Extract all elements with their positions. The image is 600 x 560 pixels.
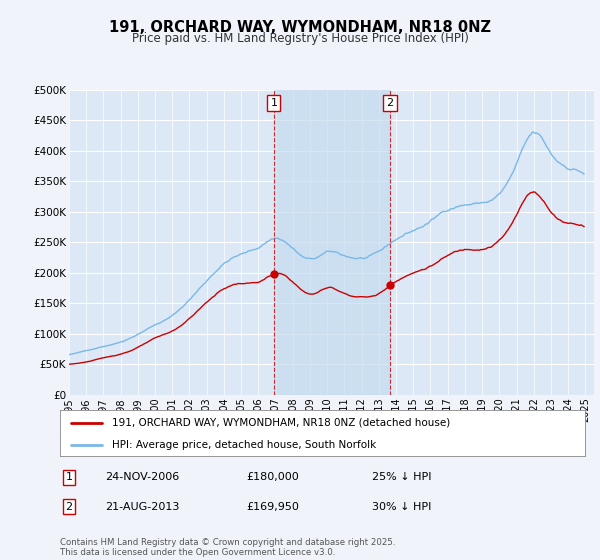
Text: £169,950: £169,950 [246,502,299,512]
Text: 25% ↓ HPI: 25% ↓ HPI [372,472,431,482]
Text: 21-AUG-2013: 21-AUG-2013 [105,502,179,512]
Text: Price paid vs. HM Land Registry's House Price Index (HPI): Price paid vs. HM Land Registry's House … [131,32,469,45]
Text: Contains HM Land Registry data © Crown copyright and database right 2025.
This d: Contains HM Land Registry data © Crown c… [60,538,395,557]
Text: 30% ↓ HPI: 30% ↓ HPI [372,502,431,512]
Bar [274,90,390,395]
Text: 191, ORCHARD WAY, WYMONDHAM, NR18 0NZ (detached house): 191, ORCHARD WAY, WYMONDHAM, NR18 0NZ (d… [113,418,451,428]
Text: 2: 2 [65,502,73,512]
Text: 2: 2 [386,99,394,108]
Text: 1: 1 [271,99,277,108]
Text: £180,000: £180,000 [246,472,299,482]
Text: 24-NOV-2006: 24-NOV-2006 [105,472,179,482]
Text: HPI: Average price, detached house, South Norfolk: HPI: Average price, detached house, Sout… [113,440,377,450]
Text: 191, ORCHARD WAY, WYMONDHAM, NR18 0NZ: 191, ORCHARD WAY, WYMONDHAM, NR18 0NZ [109,20,491,35]
Text: 1: 1 [65,472,73,482]
